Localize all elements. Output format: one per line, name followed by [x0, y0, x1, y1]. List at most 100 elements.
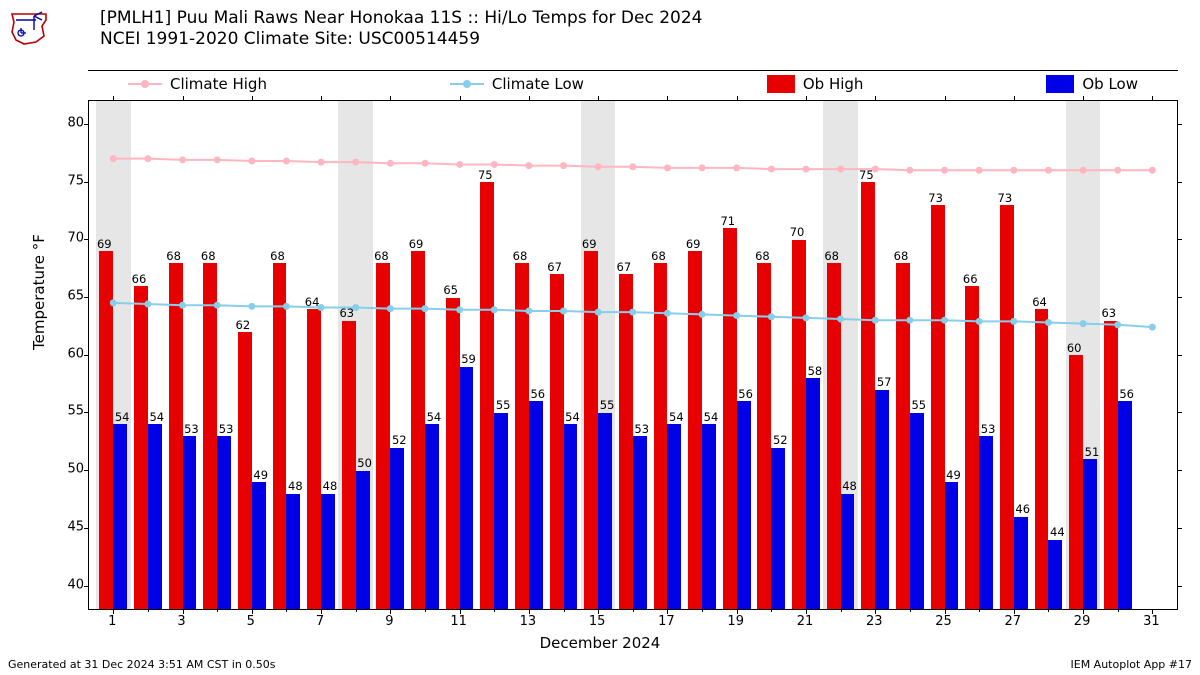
ob-high-label: 68 [374, 249, 389, 263]
ob-high-bar [827, 263, 841, 609]
ob-low-bar [737, 401, 751, 609]
ob-high-label: 69 [97, 237, 112, 251]
climate-high-line [113, 159, 1152, 171]
climate-high-marker [214, 156, 221, 163]
ob-low-bar [806, 378, 820, 609]
ob-high-bar [654, 263, 668, 609]
ob-low-bar [1014, 517, 1028, 609]
ob-low-label: 54 [149, 410, 164, 424]
ob-low-bar [979, 436, 993, 609]
ob-high-label: 75 [478, 168, 493, 182]
ob-high-label: 68 [166, 249, 181, 263]
ob-low-bar [598, 413, 612, 609]
climate-high-marker [387, 160, 394, 167]
title-line-2: NCEI 1991-2020 Climate Site: USC00514459 [100, 29, 702, 50]
climate-high-marker [699, 164, 706, 171]
x-tick-label: 13 [520, 614, 537, 629]
ob-low-bar [321, 494, 335, 609]
ob-high-bar [688, 251, 702, 609]
climate-high-marker [768, 166, 775, 173]
ob-high-label: 68 [894, 249, 909, 263]
ob-high-bar [861, 182, 875, 609]
ob-low-label: 55 [496, 398, 511, 412]
ob-low-label: 44 [1050, 525, 1065, 539]
x-tick-label: 31 [1143, 614, 1160, 629]
climate-high-marker [318, 159, 325, 166]
ob-high-bar [584, 251, 598, 609]
x-tick-label: 9 [385, 614, 393, 629]
x-tick-label: 7 [316, 614, 324, 629]
ob-low-swatch [1046, 75, 1074, 93]
x-axis-label: December 2024 [0, 634, 1200, 652]
legend-ob-high: Ob High [767, 75, 864, 93]
ob-high-bar [757, 263, 771, 609]
x-tick-label: 29 [1074, 614, 1091, 629]
climate-high-marker [733, 164, 740, 171]
climate-high-marker [1114, 167, 1121, 174]
y-tick-label: 65 [67, 289, 84, 304]
climate-high-marker [802, 166, 809, 173]
ob-high-label: 69 [582, 237, 597, 251]
ob-high-label: 66 [963, 272, 978, 286]
ob-low-label: 55 [911, 398, 926, 412]
x-tick-label: 25 [935, 614, 952, 629]
ob-high-label: 73 [928, 191, 943, 205]
y-tick-label: 55 [67, 404, 84, 419]
ob-high-bar [238, 332, 252, 609]
ob-low-label: 48 [323, 479, 338, 493]
ob-low-label: 57 [877, 375, 892, 389]
x-tick-label: 15 [589, 614, 606, 629]
ob-high-bar [1104, 321, 1118, 609]
ob-low-label: 53 [219, 422, 234, 436]
climate-high-marker [283, 157, 290, 164]
ob-low-bar [1118, 401, 1132, 609]
ob-high-bar [376, 263, 390, 609]
ob-low-label: 51 [1085, 445, 1100, 459]
ob-low-bar [945, 482, 959, 609]
ob-high-bar [134, 286, 148, 609]
ob-low-bar [183, 436, 197, 609]
x-tick-label: 11 [450, 614, 467, 629]
ob-high-bar [1035, 309, 1049, 609]
ob-high-label: 68 [513, 249, 528, 263]
y-axis-label: Temperature °F [30, 234, 48, 350]
ob-low-bar [1083, 459, 1097, 609]
ob-high-label: 64 [1032, 295, 1047, 309]
x-tick-label: 17 [658, 614, 675, 629]
x-tick-label: 21 [797, 614, 814, 629]
ob-high-label: 68 [201, 249, 216, 263]
ob-high-label: 65 [443, 283, 458, 297]
title-line-1: [PMLH1] Puu Mali Raws Near Honokaa 11S :… [100, 8, 702, 29]
ob-high-bar [619, 274, 633, 609]
ob-high-bar [169, 263, 183, 609]
y-tick-label: 60 [67, 346, 84, 361]
ob-low-label: 53 [184, 422, 199, 436]
climate-high-marker [248, 157, 255, 164]
ob-low-label: 50 [357, 456, 372, 470]
ob-high-label: 66 [132, 272, 147, 286]
ob-low-bar [910, 413, 924, 609]
ob-low-label: 55 [600, 398, 615, 412]
ob-low-bar [1048, 540, 1062, 609]
ob-low-bar [702, 424, 716, 609]
ob-low-bar [564, 424, 578, 609]
ob-low-label: 52 [773, 433, 788, 447]
ob-high-label: 73 [998, 191, 1013, 205]
ob-low-bar [667, 424, 681, 609]
x-tick-label: 1 [108, 614, 116, 629]
climate-high-marker [456, 161, 463, 168]
ob-high-bar [273, 263, 287, 609]
ob-low-bar [113, 424, 127, 609]
legend-ob-low: Ob Low [1046, 75, 1138, 93]
y-tick-label: 45 [67, 519, 84, 534]
ob-low-label: 56 [738, 387, 753, 401]
ob-high-bar [1000, 205, 1014, 609]
x-tick-label: 5 [247, 614, 255, 629]
ob-high-bar [792, 240, 806, 609]
ob-high-label: 67 [547, 260, 562, 274]
climate-high-marker [906, 167, 913, 174]
ob-low-label: 54 [115, 410, 130, 424]
legend: Climate High Climate Low Ob High Ob Low [88, 70, 1178, 96]
ob-high-bar [550, 274, 564, 609]
ob-low-label: 54 [669, 410, 684, 424]
